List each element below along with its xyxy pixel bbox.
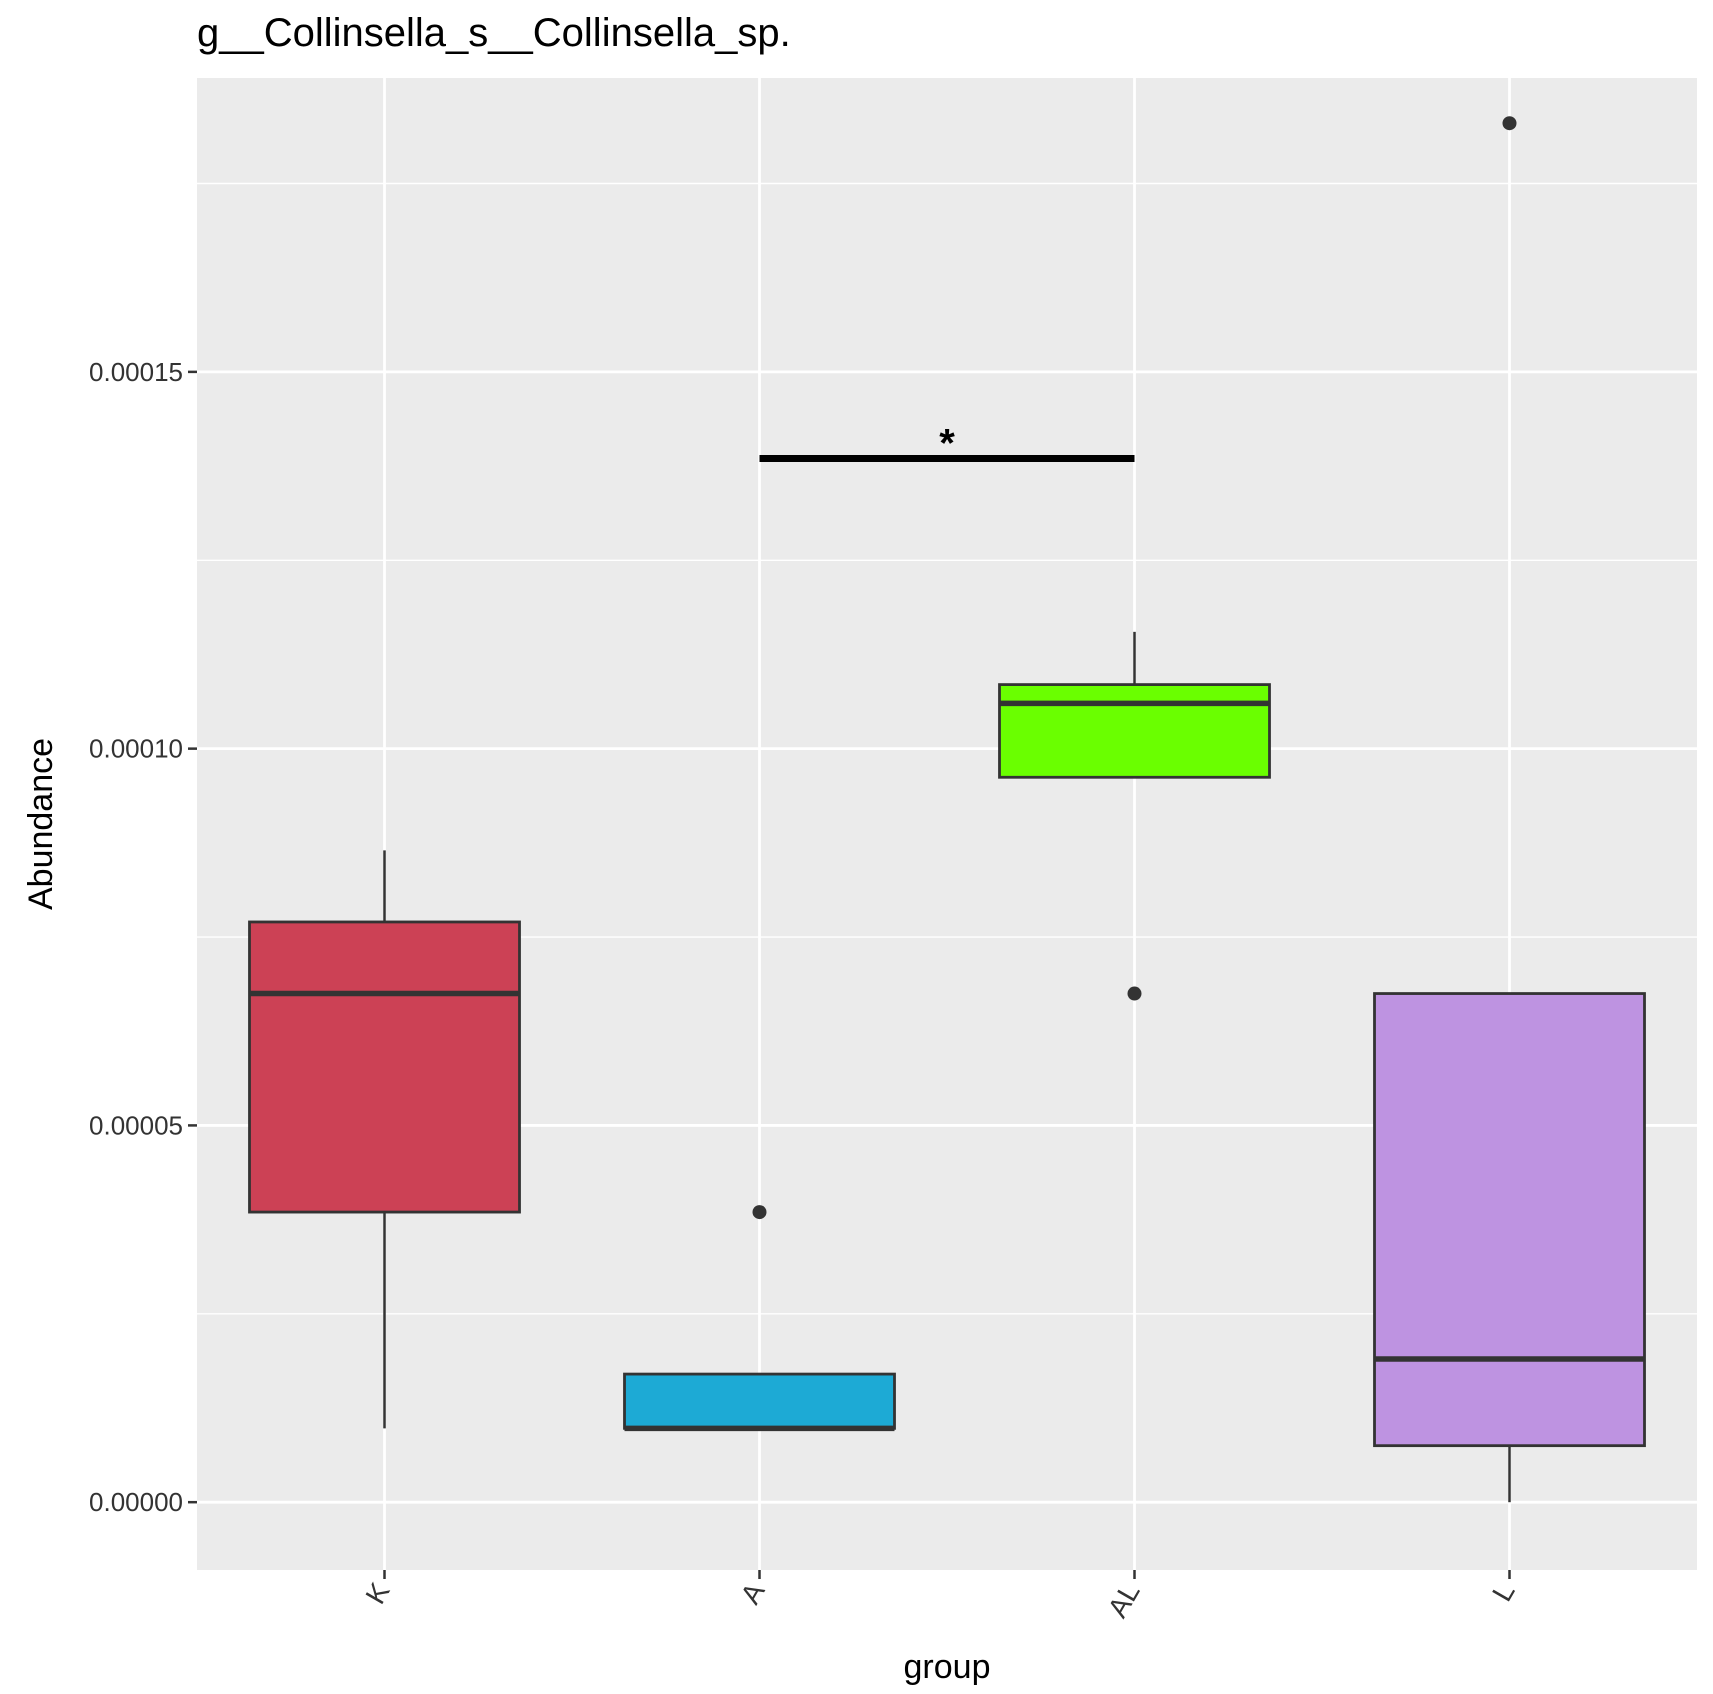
boxes (248, 116, 1646, 1503)
box-AL (998, 683, 1271, 779)
box-group-AL (998, 631, 1271, 1001)
significance-annotations: * (759, 422, 1135, 466)
outlier-point-AL-0 (1127, 986, 1142, 1001)
x-axis-title: group (904, 1648, 991, 1686)
y-axis-title: Abundance (22, 738, 60, 910)
y-tick-label-0: 0.00000 (89, 1487, 183, 1517)
x-tick-label-K: K (360, 1577, 396, 1609)
box-group-K (248, 850, 521, 1429)
x-tick-label-L: L (1486, 1578, 1521, 1607)
box-A (623, 1372, 896, 1430)
grid-major (197, 78, 1697, 1570)
box-K (248, 920, 521, 1214)
outlier-point-L-0 (1502, 116, 1517, 131)
x-axis: K A AL L (360, 1570, 1521, 1623)
x-tick-label-AL: AL (1102, 1578, 1146, 1623)
significance-label-0: * (939, 422, 955, 466)
y-tick-label-2: 0.00010 (89, 734, 183, 764)
x-tick-label-A: A (735, 1577, 771, 1609)
chart-title: g__Collinsella_s__Collinsella_sp. (197, 11, 791, 55)
y-tick-label-1: 0.00005 (89, 1110, 183, 1140)
box-group-L (1373, 116, 1646, 1503)
y-axis: 0.00000 0.00005 0.00010 0.00015 (89, 357, 197, 1517)
y-tick-label-3: 0.00015 (89, 357, 183, 387)
outlier-point-A-0 (752, 1205, 767, 1220)
box-group-A (623, 1205, 896, 1432)
box-L (1373, 992, 1646, 1448)
